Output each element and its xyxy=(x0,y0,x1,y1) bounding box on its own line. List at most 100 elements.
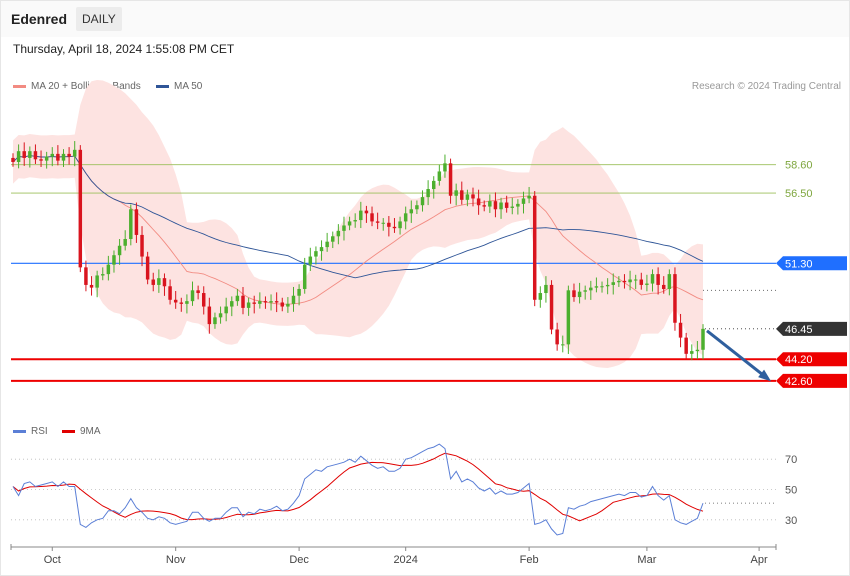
candle xyxy=(286,297,290,313)
candle-body xyxy=(353,220,357,222)
candle-body xyxy=(308,256,313,265)
candle-body xyxy=(695,349,700,352)
candle xyxy=(471,187,475,207)
x-tick-label: Apr xyxy=(751,554,768,566)
level-tag-bg xyxy=(776,256,847,271)
candle-body xyxy=(482,205,486,207)
candle-body xyxy=(645,283,649,285)
candle xyxy=(297,284,301,306)
candle-body xyxy=(673,274,677,323)
candle-body xyxy=(465,194,470,200)
candle xyxy=(566,285,571,354)
candle xyxy=(258,292,262,309)
level-label: 44.20 xyxy=(785,354,813,366)
candle-body xyxy=(325,241,329,248)
candle-body xyxy=(33,151,38,160)
candle xyxy=(448,158,453,204)
candle xyxy=(460,181,464,205)
candle-body xyxy=(617,280,621,283)
candle xyxy=(499,197,503,219)
legend-rsi-ma-label: 9MA xyxy=(80,426,101,437)
candle-body xyxy=(185,301,189,304)
candle xyxy=(577,282,582,304)
candle-body xyxy=(471,194,475,199)
candle xyxy=(117,238,122,265)
candle xyxy=(600,281,604,293)
candle xyxy=(690,344,694,361)
candle-body xyxy=(95,275,99,288)
candle-body xyxy=(246,302,251,308)
candle-body xyxy=(117,245,122,256)
candle xyxy=(235,288,240,306)
candle xyxy=(16,144,21,169)
rsi-line xyxy=(12,443,704,536)
candle-body xyxy=(297,288,301,296)
candle-body xyxy=(370,213,374,222)
candle-body xyxy=(280,302,285,307)
candle xyxy=(431,176,436,199)
ticker-name: Edenred xyxy=(11,11,68,27)
candle-body xyxy=(460,190,464,200)
candle-body xyxy=(690,351,694,354)
candle-body xyxy=(420,197,425,206)
candle-body xyxy=(196,290,200,294)
candle-body xyxy=(572,290,576,298)
candle xyxy=(504,195,509,213)
candle xyxy=(544,276,548,303)
candle-body xyxy=(375,221,380,223)
candle-body xyxy=(140,234,144,257)
candle xyxy=(437,164,442,186)
candle xyxy=(280,297,285,312)
legend-ma20-label: MA 20 + Bollinger Bands xyxy=(31,81,141,92)
candle-body xyxy=(302,264,307,289)
level-tag-bg xyxy=(776,352,847,367)
candle xyxy=(224,297,228,322)
candle-body xyxy=(67,153,71,157)
candle xyxy=(482,200,486,212)
legend-rsi-ma-swatch xyxy=(62,430,75,433)
candle-body xyxy=(274,301,279,303)
candle-body xyxy=(123,238,127,246)
candle-body xyxy=(151,279,155,285)
candle xyxy=(101,267,105,281)
candle-body xyxy=(387,222,391,227)
candle xyxy=(134,202,139,243)
candle xyxy=(274,292,279,313)
candle-body xyxy=(544,284,548,294)
candle-body xyxy=(409,209,414,214)
candle xyxy=(617,276,621,287)
candle-body xyxy=(611,282,615,285)
candle-body xyxy=(684,337,688,354)
candle-body xyxy=(622,280,627,283)
candle-body xyxy=(218,313,223,318)
rsi-ma-line xyxy=(12,452,704,522)
candle xyxy=(84,260,88,292)
candle-body xyxy=(521,198,526,204)
candle xyxy=(561,335,565,353)
candle-body xyxy=(605,284,610,287)
candle xyxy=(521,191,526,214)
candle-body xyxy=(589,287,593,291)
candle-body xyxy=(50,153,55,157)
candle xyxy=(476,189,481,215)
period-selector[interactable]: DAILY xyxy=(76,7,122,31)
candle xyxy=(572,283,576,302)
legend-rsi-ma: 9MA xyxy=(62,426,101,437)
candle xyxy=(347,216,352,231)
candle-body xyxy=(650,274,655,284)
candle xyxy=(106,255,111,281)
candle xyxy=(583,285,587,300)
candle xyxy=(61,149,66,167)
candle xyxy=(549,280,554,335)
title-bar xyxy=(1,1,849,37)
candle xyxy=(123,230,127,251)
candle-body xyxy=(347,221,352,226)
candle xyxy=(633,274,638,290)
candle-body xyxy=(561,344,565,346)
candle-body xyxy=(656,274,660,285)
candle xyxy=(589,280,593,300)
candle-body xyxy=(101,274,105,276)
candle-body xyxy=(499,202,503,210)
candle xyxy=(157,269,161,293)
candle-body xyxy=(258,301,262,304)
